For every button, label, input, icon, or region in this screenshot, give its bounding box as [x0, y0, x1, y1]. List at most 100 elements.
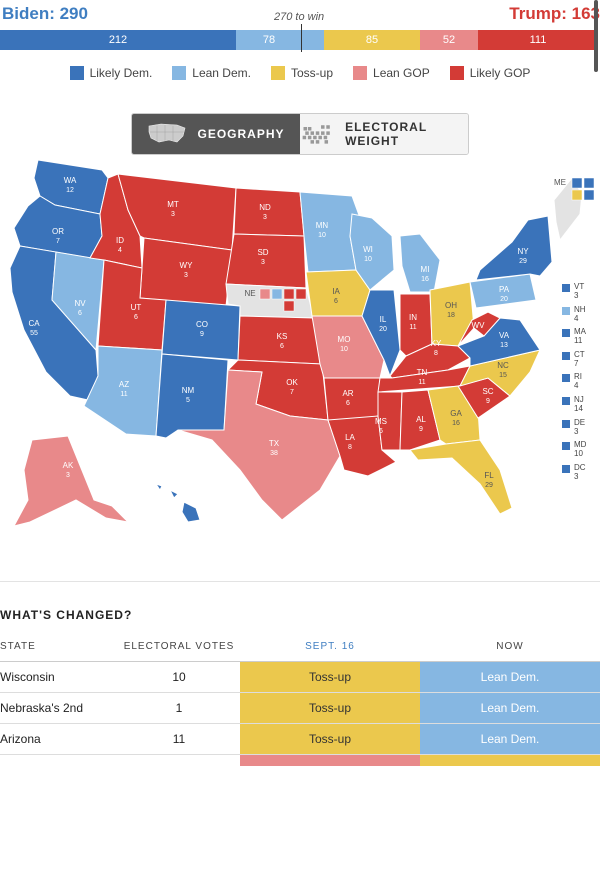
- state-abbr-label: MI: [421, 265, 430, 274]
- bar-segment: 85: [324, 30, 420, 50]
- state-mi[interactable]: [399, 233, 441, 293]
- state-abbr-label: NC: [497, 361, 509, 370]
- state-abbr-label: NY: [517, 247, 529, 256]
- table-row: [0, 755, 600, 766]
- state-abbr-label: SC: [482, 387, 493, 396]
- map-view-toggle[interactable]: GEOGRAPHY ELECTORAL WEIGHT: [131, 113, 469, 155]
- rating-legend: Likely Dem. Lean Dem. Toss-up Lean GOP Likel…: [0, 66, 600, 80]
- state-abbr-label: CO: [196, 320, 208, 329]
- small-state-ma[interactable]: MA 11: [562, 327, 598, 350]
- cell-now: [420, 755, 600, 766]
- bar-segment: 78: [236, 30, 302, 50]
- district-box: [259, 288, 271, 300]
- small-state-vt[interactable]: VT 3: [562, 282, 598, 305]
- state-nm[interactable]: [155, 353, 229, 439]
- state-abbr-label: IA: [332, 287, 340, 296]
- state-ev-label: 13: [500, 342, 508, 349]
- state-abbr-label: OH: [445, 301, 457, 310]
- state-ev-label: 6: [78, 310, 82, 317]
- legend-swatch: [353, 66, 368, 80]
- small-state-swatch: [562, 442, 570, 451]
- cell-state: Arizona: [0, 732, 41, 746]
- tally-header: Biden: 290 270 to win Trump: 163: [0, 0, 600, 30]
- state-ev-label: 11: [418, 379, 425, 386]
- win-threshold-line: [301, 24, 302, 52]
- small-state-label: DE 3: [574, 418, 585, 441]
- state-hi[interactable]: [154, 483, 201, 523]
- geography-label: GEOGRAPHY: [197, 127, 285, 141]
- geography-button[interactable]: GEOGRAPHY: [132, 114, 300, 154]
- legend-item: Likely Dem.: [69, 66, 153, 80]
- small-state-swatch: [562, 329, 570, 338]
- small-state-abbr: CT: [574, 349, 585, 359]
- small-state-abbr: MA: [574, 327, 586, 337]
- state-ev-label: 3: [184, 272, 188, 279]
- state-abbr-label: WY: [180, 261, 194, 270]
- state-ev-label: 9: [486, 398, 490, 405]
- electoral-weight-button[interactable]: ELECTORAL WEIGHT: [300, 114, 468, 154]
- state-al[interactable]: [399, 389, 441, 451]
- state-ev-label: 6: [379, 428, 383, 435]
- small-state-label: CT 7: [574, 350, 585, 373]
- state-ev-label: 10: [318, 232, 326, 239]
- small-state-nj[interactable]: NJ 14: [562, 395, 598, 418]
- small-state-md[interactable]: MD 10: [562, 440, 598, 463]
- header-electoral-votes: ELECTORAL VOTES: [123, 641, 235, 652]
- small-state-abbr: NJ: [574, 394, 584, 404]
- trump-total: Trump: 163: [509, 4, 600, 23]
- legend-swatch: [270, 66, 285, 80]
- state-ev-label: 3: [261, 259, 265, 266]
- small-state-abbr: RI: [574, 372, 582, 382]
- state-fl[interactable]: [409, 439, 513, 515]
- state-ak[interactable]: [13, 435, 130, 527]
- state-co[interactable]: [161, 299, 241, 361]
- state-abbr-label: KS: [277, 332, 288, 341]
- state-ev-label: 11: [120, 391, 127, 398]
- small-state-ct[interactable]: CT 7: [562, 350, 598, 373]
- small-state-label: MA 11: [574, 327, 586, 350]
- state-tx[interactable]: [177, 369, 341, 521]
- electoral-weight-label: ELECTORAL WEIGHT: [345, 120, 427, 148]
- state-ev-label: 55: [30, 330, 38, 337]
- legend-swatch: [449, 66, 464, 80]
- small-state-nh[interactable]: NH 4: [562, 305, 598, 328]
- state-abbr-label: AK: [63, 461, 74, 470]
- state-wi[interactable]: [349, 213, 395, 291]
- state-ev-label: 20: [500, 296, 508, 303]
- state-abbr-label: ME: [554, 178, 566, 187]
- small-state-ev: 11: [574, 336, 583, 346]
- state-nv[interactable]: [51, 251, 105, 352]
- changes-table-header: STATE ELECTORAL VOTES SEPT. 16 NOW: [0, 632, 600, 662]
- small-state-ev: 7: [574, 358, 579, 368]
- cell-state: Wisconsin: [0, 670, 55, 684]
- state-abbr-label: TX: [269, 439, 280, 448]
- state-ev-label: 6: [134, 314, 138, 321]
- small-state-ev: 3: [574, 471, 579, 481]
- state-ev-label: 7: [290, 389, 294, 396]
- small-state-swatch: [562, 464, 570, 473]
- small-state-ri[interactable]: RI 4: [562, 372, 598, 395]
- state-abbr-label: MT: [167, 200, 179, 209]
- small-state-de[interactable]: DE 3: [562, 418, 598, 441]
- legend-label: Lean GOP: [373, 66, 430, 80]
- state-wv[interactable]: [457, 311, 501, 347]
- state-ev-label: 5: [186, 397, 190, 404]
- legend-item: Lean Dem.: [172, 66, 251, 80]
- state-ms[interactable]: [377, 391, 403, 451]
- small-state-dc[interactable]: DC 3: [562, 463, 598, 486]
- scrollbar[interactable]: [594, 0, 598, 72]
- state-abbr-label: LA: [345, 433, 355, 442]
- small-state-swatch: [562, 351, 570, 360]
- small-state-swatch: [562, 374, 570, 383]
- state-ny[interactable]: [475, 215, 553, 281]
- cell-now: Lean Dem.: [420, 693, 600, 723]
- district-box: [583, 189, 595, 201]
- state-abbr-label: NM: [182, 386, 195, 395]
- small-states-list: VT 3 NH 4 MA 11 CT 7 RI 4 NJ 14 DE 3 MD 10 DC 3: [562, 282, 598, 485]
- state-sd[interactable]: [225, 233, 307, 289]
- legend-label: Likely Dem.: [89, 66, 153, 80]
- state-abbr-label: AL: [416, 415, 426, 424]
- state-nd[interactable]: [233, 187, 305, 237]
- state-abbr-label: UT: [131, 303, 142, 312]
- cell-before: [240, 755, 420, 766]
